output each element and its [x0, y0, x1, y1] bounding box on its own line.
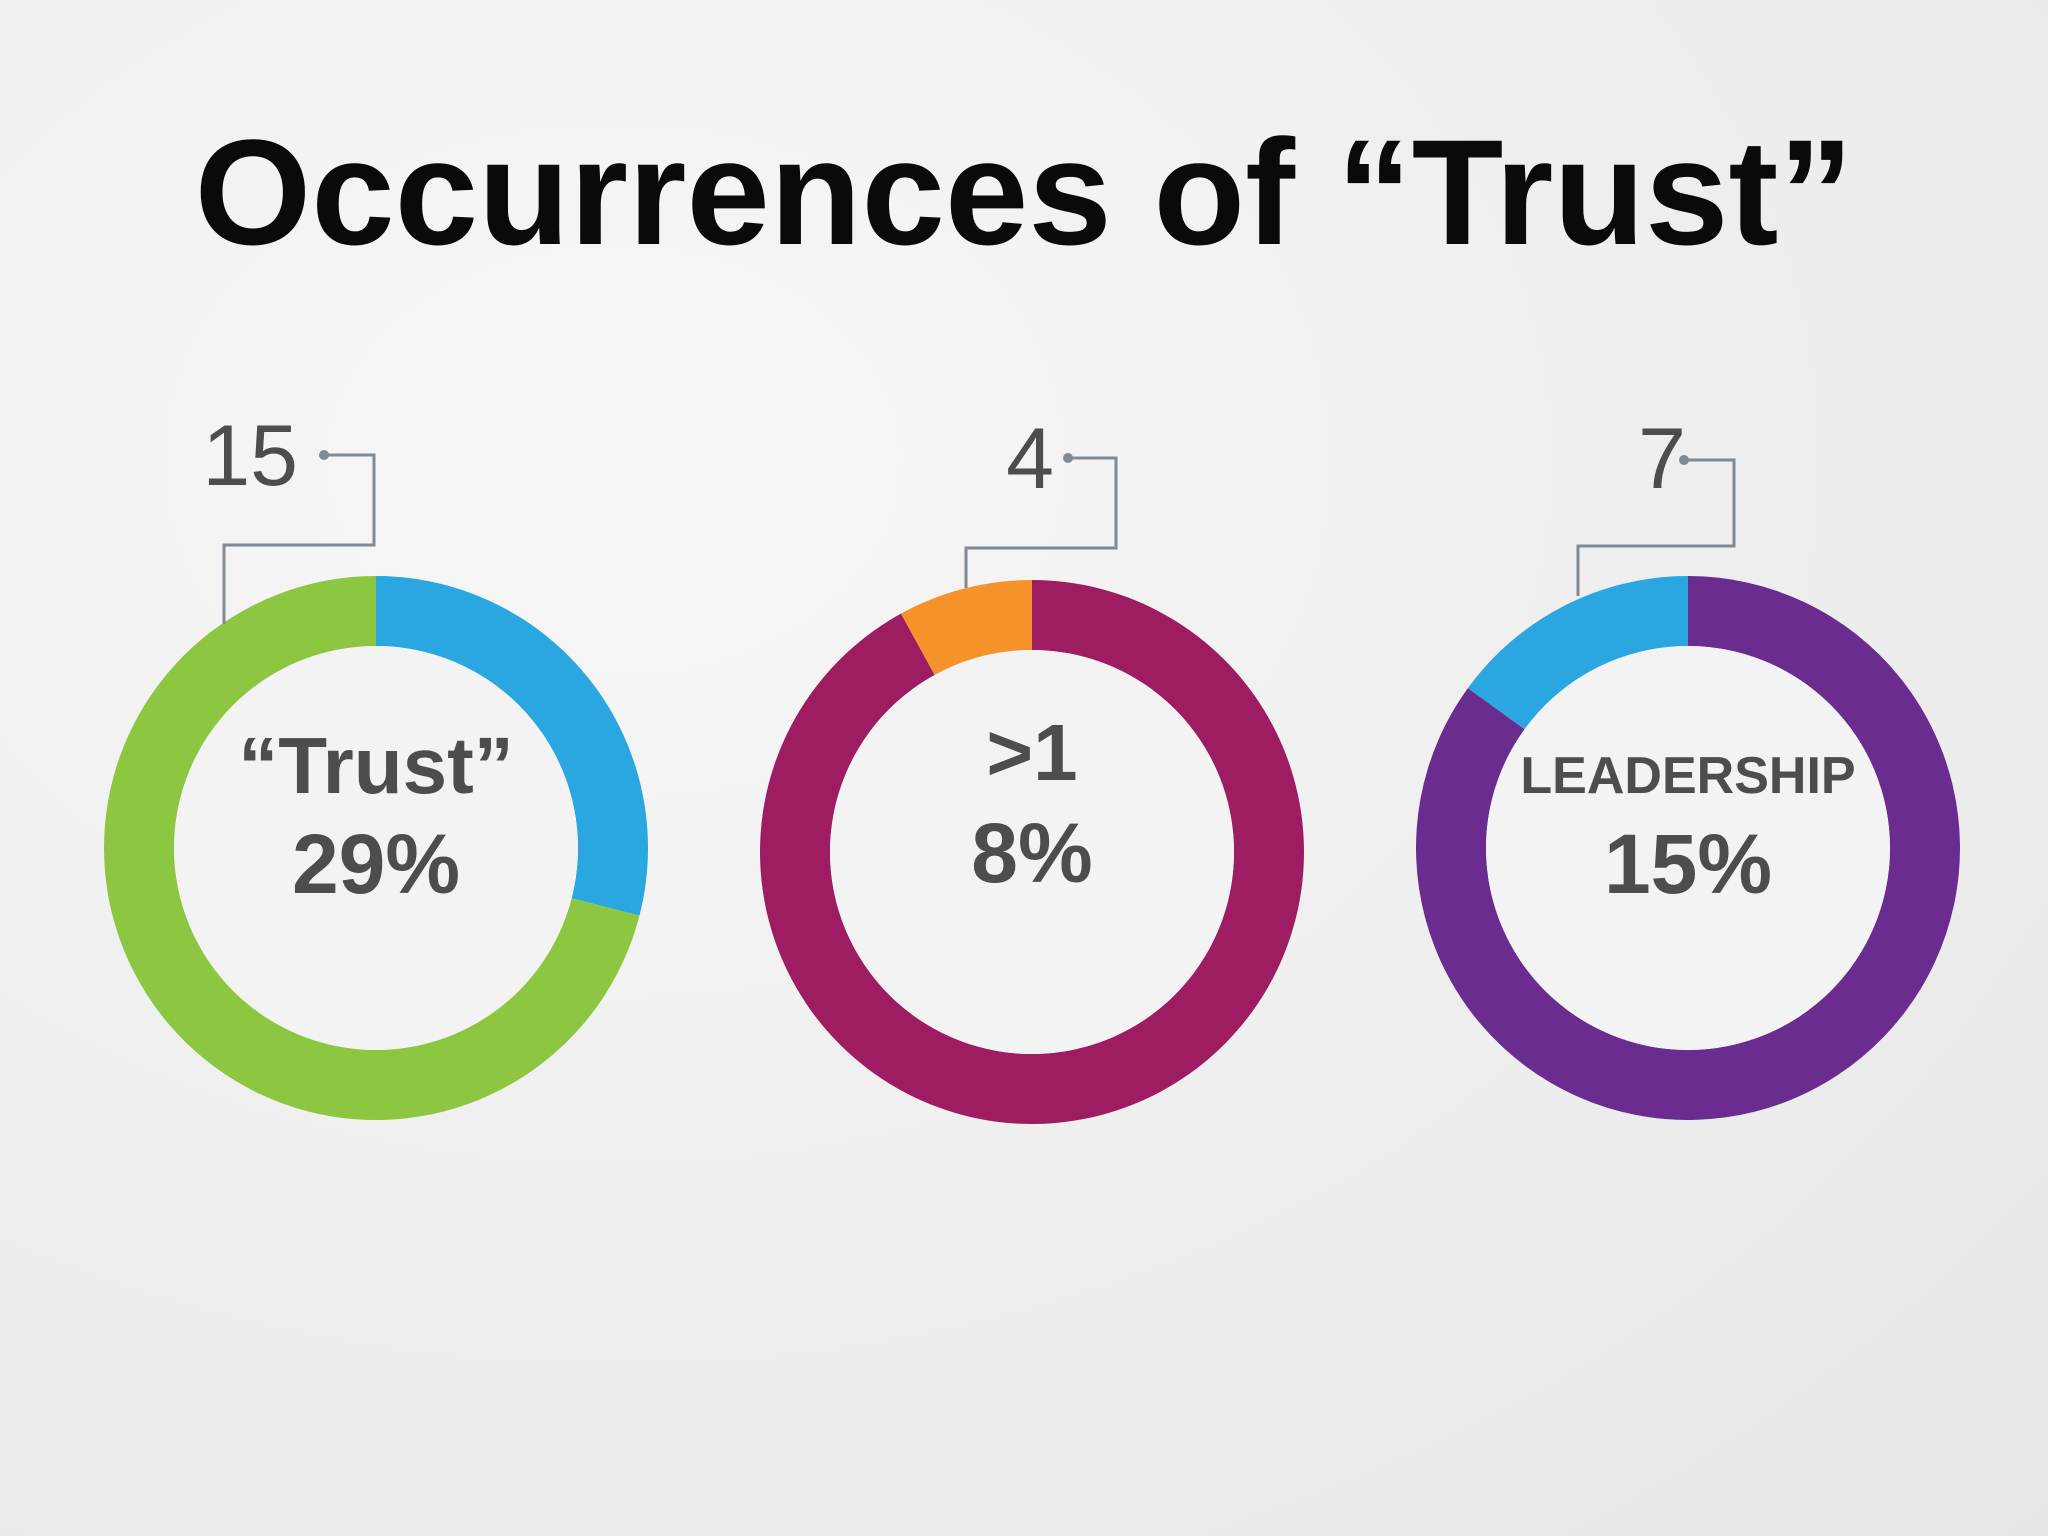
donut-hole [174, 646, 578, 1050]
center-value: 8% [971, 806, 1092, 900]
donut-chart-leadership: 7 LEADERSHIP 15% [1416, 411, 1960, 1120]
donut-slice-2 [1467, 576, 1688, 730]
callout-leader-line [1576, 458, 1736, 596]
callout-leader-line [222, 453, 376, 624]
callout-value: 4 [1006, 411, 1054, 507]
donut-slices [1416, 576, 1960, 1120]
slide-title: Occurrences of “Trust” [194, 108, 1854, 276]
donut-slices [103, 576, 648, 1120]
center-value: 29% [292, 817, 460, 911]
center-value: 15% [1604, 817, 1772, 911]
donut-chart-trust: 15 “Trust” 29% [103, 408, 648, 1120]
donut-slice-2 [900, 580, 1032, 675]
donut-slices [759, 580, 1304, 1124]
callout-value: 7 [1638, 411, 1686, 507]
donut-hole [1486, 646, 1890, 1050]
callout-dot [319, 450, 329, 460]
center-label: >1 [986, 708, 1077, 797]
donut-hole [830, 650, 1234, 1054]
donut-chart-more-than-one: 4 >1 8% [759, 411, 1304, 1124]
callout-dot [1063, 453, 1073, 463]
callout-dot [1679, 455, 1689, 465]
callout-value: 15 [202, 408, 298, 504]
donut-slice-1 [376, 576, 648, 916]
callout-leader-line [964, 456, 1118, 588]
center-label: “Trust” [238, 721, 514, 810]
center-label: LEADERSHIP [1520, 747, 1855, 805]
